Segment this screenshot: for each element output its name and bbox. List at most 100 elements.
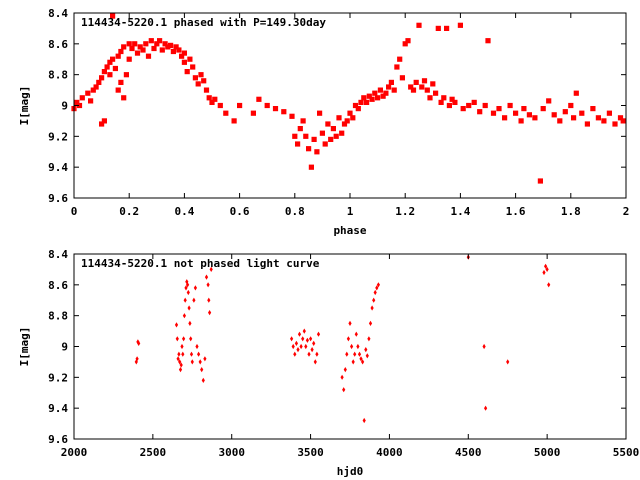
y-tick-label: 8.6 [48,38,68,51]
data-point [204,274,209,280]
data-point [343,367,347,373]
unphased-light-curve-chart: 2000 2500 3000 3500 4000 4500 5000 5500 8.4 8.6 8.… [18,248,639,478]
data-point [433,90,439,96]
data-point [449,96,455,102]
data-point [521,106,527,112]
data-point [76,102,83,109]
data-point [189,336,193,342]
data-point [289,113,295,119]
x-tick-label: 3000 [218,446,245,459]
data-point [121,44,127,50]
x-tick-label: 4500 [455,446,482,459]
data-point [359,356,363,362]
data-point [118,48,124,55]
data-point [307,351,311,357]
data-point [364,99,370,105]
data-point [201,377,205,383]
data-point [362,417,366,424]
data-point [380,93,386,99]
data-point [427,95,433,101]
data-point [107,72,113,78]
x-tick-label: 5500 [613,446,640,459]
data-point [301,336,305,342]
data-point [466,102,472,109]
data-point [351,359,355,365]
data-point [314,149,320,155]
x-tick-label: 0.8 [285,205,305,218]
data-point [612,121,618,127]
data-point [383,90,389,96]
data-point [179,362,183,368]
data-point [311,136,317,142]
data-point [96,79,102,85]
data-point [513,110,519,116]
data-point [444,25,450,31]
data-point [573,90,579,96]
data-point [88,98,94,104]
data-point [209,266,213,272]
data-point [180,343,184,350]
y-tick-label: 9.6 [48,433,68,446]
data-point [601,118,607,124]
data-point [192,75,198,81]
data-point [402,41,408,47]
data-point [319,130,325,136]
data-point [595,115,601,121]
x-tick-label: 0 [71,205,78,218]
data-point [176,356,180,362]
x-tick-label: 1.4 [450,205,470,218]
data-point [377,87,383,93]
data-point [361,359,365,365]
data-point [110,13,116,19]
x-tick-label: 4000 [376,446,403,459]
data-point [104,64,110,70]
data-point [101,118,107,124]
data-point [367,336,371,342]
data-point [364,347,368,353]
data-point [176,47,182,53]
data-point [394,64,400,70]
data-point [291,343,295,350]
data-point [372,90,378,96]
data-point [187,56,193,62]
data-point [250,110,256,116]
data-point [295,141,301,147]
data-point [342,387,346,393]
data-point [107,59,113,65]
data-point [372,297,376,303]
data-point [294,340,298,346]
data-point [328,136,334,142]
data-point [197,351,201,357]
data-point [421,78,428,84]
data-point [123,72,129,78]
data-point [457,22,463,28]
data-point [193,285,197,291]
data-point [312,340,316,346]
data-point [206,95,212,101]
data-point [198,72,204,78]
x-tick-label: 0.6 [230,205,250,218]
data-point [544,263,548,269]
data-point [435,25,441,31]
x-tick-label: 1.6 [506,205,526,218]
data-point [315,351,319,357]
data-point [126,41,132,47]
data-point [145,53,152,59]
data-point [297,126,303,132]
data-point [178,359,182,365]
data-point [540,106,546,112]
data-point [134,50,141,56]
data-point [361,95,367,101]
data-point [344,118,350,124]
data-point [391,87,397,93]
data-points [71,13,626,184]
data-point [620,118,626,124]
data-point [297,331,302,337]
x-axis-label: hjd0 [337,465,364,478]
data-point [143,41,149,47]
data-point [187,305,191,311]
data-point [217,102,223,109]
data-point [99,121,105,127]
data-point [526,112,532,118]
data-point [132,41,138,47]
